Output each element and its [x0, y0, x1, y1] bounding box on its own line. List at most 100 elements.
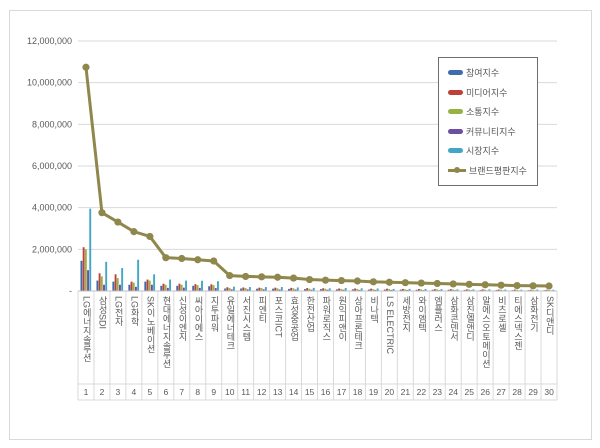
x-category-label: 삼화콘덴서 — [448, 296, 459, 341]
participation-index-bar — [304, 289, 306, 291]
media-index-bar — [290, 287, 293, 291]
x-rank-label: 5 — [147, 387, 153, 397]
community-index-bar — [134, 286, 137, 291]
participation-index-bar — [415, 289, 418, 291]
communication-index-bar — [515, 289, 518, 291]
communication-index-bar — [468, 289, 470, 291]
communication-index-bar — [308, 288, 311, 291]
line-marker — [146, 232, 154, 241]
media-index-bar — [402, 288, 404, 291]
media-index-bar — [354, 288, 357, 291]
x-rank-label: 15 — [304, 387, 315, 397]
x-category-cell: 현대에너지솔루션 — [158, 296, 174, 384]
participation-index-bar — [272, 288, 274, 291]
communication-index-bar — [116, 278, 119, 291]
x-category-label: 세방전지 — [401, 296, 412, 332]
community-index-bar — [326, 289, 329, 291]
participation-index-bar — [319, 289, 322, 291]
x-rank-label: 16 — [320, 387, 331, 397]
line-marker — [513, 281, 521, 290]
communication-index-bar — [484, 289, 486, 291]
market-index-bar — [488, 289, 491, 291]
communication-index-bar — [212, 285, 215, 291]
x-category-cell: 비나텍 — [365, 296, 381, 384]
participation-index-bar — [288, 288, 290, 291]
participation-index-bar — [383, 289, 386, 291]
communication-index-bar — [531, 289, 534, 291]
media-index-bar — [306, 288, 309, 291]
media-index-bar — [465, 289, 468, 291]
x-category-cell: 상아프론테크 — [349, 296, 365, 384]
x-category-label: 비나텍 — [369, 296, 380, 323]
line-marker — [353, 277, 362, 285]
legend-item: 소통지수 — [448, 105, 537, 118]
x-rank-label: 11 — [241, 387, 251, 397]
x-category-cell: 삼성SDI — [94, 296, 110, 384]
market-index-bar — [360, 288, 363, 291]
x-category-label: 지투파워 — [209, 296, 220, 332]
media-index-bar — [114, 274, 117, 291]
community-index-bar — [358, 289, 361, 291]
community-index-bar — [214, 288, 217, 291]
legend-item: 참여지수 — [448, 66, 537, 79]
x-category-cell: 지투파워 — [206, 296, 222, 384]
line-marker — [258, 273, 266, 281]
market-index-bar — [89, 208, 92, 291]
x-category-label: 삼화전기 — [528, 296, 539, 332]
communication-index-bar — [547, 289, 550, 291]
communication-index-bar — [436, 289, 439, 291]
participation-index-bar — [256, 288, 259, 291]
x-category-cell: LG전자 — [110, 296, 126, 384]
participation-index-bar — [431, 289, 434, 291]
media-index-bar — [433, 289, 436, 291]
community-index-bar — [294, 289, 297, 291]
x-rank-label: 7 — [179, 387, 185, 397]
media-index-bar — [82, 247, 85, 291]
media-index-bar — [274, 287, 277, 291]
x-category-cell: 삼진엘앤디 — [461, 296, 477, 384]
community-index-bar — [262, 289, 265, 291]
x-category-label: 티에스넥스젠 — [512, 296, 523, 350]
media-index-bar — [449, 289, 452, 291]
media-index-bar — [210, 284, 213, 291]
x-rank-label: 20 — [384, 387, 395, 397]
legend-item: 시장지수 — [448, 144, 537, 157]
participation-index-bar — [367, 289, 370, 291]
x-category-label: 포스코ICT — [273, 296, 284, 338]
x-category-cell: 알에스오토메이션 — [477, 296, 493, 384]
x-category-cell: 삼화콘덴서 — [445, 296, 461, 384]
community-index-bar — [374, 289, 377, 291]
market-index-bar — [456, 289, 459, 291]
community-index-bar — [150, 284, 153, 291]
x-rank-label: 8 — [195, 387, 201, 397]
media-index-bar — [226, 287, 229, 291]
x-rank-label: 1 — [83, 387, 89, 397]
market-index-bar — [296, 287, 299, 291]
line-marker — [130, 228, 138, 236]
communication-index-bar — [228, 287, 231, 291]
x-rank-label: 14 — [288, 387, 299, 397]
communication-index-bar — [356, 288, 359, 291]
media-index-bar — [322, 288, 325, 291]
y-axis-tick-label: 12,000,000 — [27, 36, 72, 46]
market-index-bar — [408, 288, 411, 291]
x-axis-rank-labels: 1 2 3 4 5 6 7 8 9 10 11 12 13 14 15 16 17 18 19 20 21 22 23 24 2… — [78, 385, 557, 399]
media-index-bar — [497, 289, 500, 291]
market-index-bar — [392, 288, 395, 291]
line-marker — [289, 274, 298, 282]
market-index-bar — [440, 289, 443, 291]
participation-index-bar — [96, 280, 99, 291]
x-rank-label: 23 — [432, 387, 443, 397]
community-index-bar — [166, 287, 169, 291]
x-category-label: 신성이엔지 — [177, 296, 188, 341]
market-index-bar — [121, 268, 124, 291]
y-axis-tick-label: 8,000,000 — [32, 119, 72, 129]
market-index-bar — [536, 289, 539, 291]
communication-index-bar — [244, 288, 247, 291]
community-index-bar — [119, 284, 121, 291]
community-index-bar — [182, 287, 185, 291]
media-index-bar — [178, 283, 181, 291]
market-index-bar — [105, 261, 108, 291]
community-index-swatch-icon — [448, 128, 463, 134]
x-category-label: 현대에너지솔루션 — [161, 296, 172, 368]
